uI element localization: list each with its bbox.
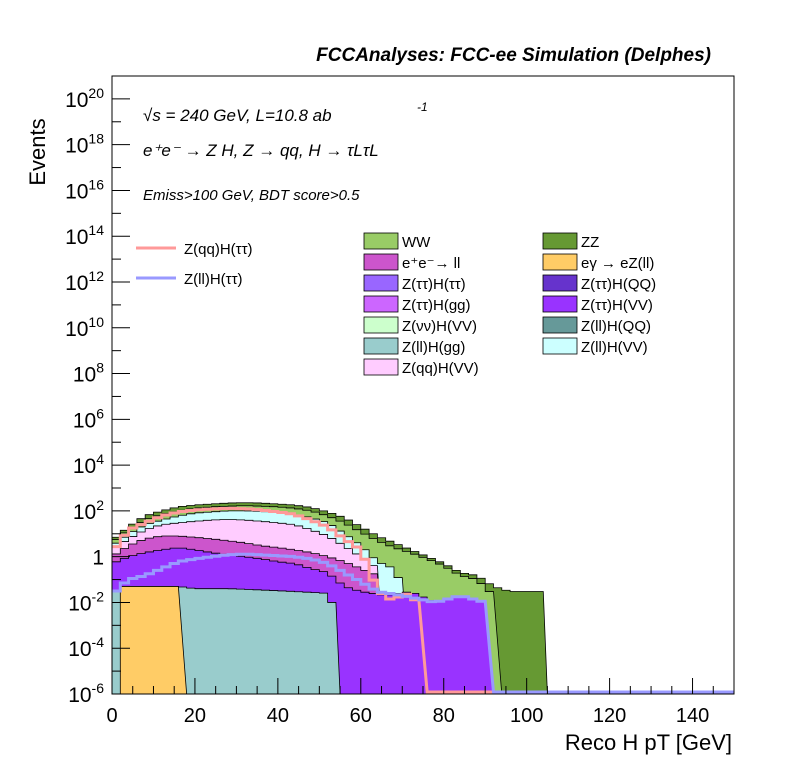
y-tick-label: 104 — [73, 451, 104, 478]
legend-label: Z(ll)H(ττ) — [184, 271, 243, 288]
legend-swatch-z-h-gg — [363, 295, 399, 313]
legend-swatch-z-h-vv — [542, 295, 578, 313]
legend-label: ZZ — [581, 234, 599, 251]
legend-label: Z(ll)H(QQ) — [581, 318, 651, 335]
legend-swatch-e-ez-ll — [542, 253, 578, 271]
annotations: √s = 240 GeV, L=10.8 ab -1 e⁺e⁻ → Z H, Z… — [143, 100, 428, 204]
legend-label: Z(ττ)H(QQ) — [581, 276, 656, 293]
legend-label: WW — [402, 234, 431, 251]
y-tick-label: 1012 — [65, 268, 104, 295]
legend-label: e⁺e⁻→ ll — [402, 255, 460, 272]
signal-line-z-qq-h — [112, 506, 734, 694]
process-label: e⁺e⁻ → Z H, Z → qq, H → τLτL — [143, 141, 379, 160]
chart-title: FCCAnalyses: FCC-ee Simulation (Delphes) — [316, 45, 711, 66]
y-tick-label: 10-4 — [68, 634, 104, 661]
y-tick-label: 10-6 — [68, 680, 104, 707]
y-axis-label: Events — [25, 118, 50, 185]
legend-label: Z(ττ)H(ττ) — [402, 276, 466, 293]
legend-swatch-z-ll-h-vv — [542, 337, 578, 355]
x-tick-label: 0 — [106, 705, 117, 727]
y-tick-label: 1020 — [65, 85, 104, 112]
sqrt-s-label: √s = 240 GeV, L=10.8 ab — [143, 106, 332, 125]
legend-swatch-z-qq-h-vv — [363, 358, 399, 376]
legend-swatch-ww — [363, 232, 399, 250]
legend-swatch-z-h-qq — [542, 274, 578, 292]
y-tick-label: 1018 — [65, 131, 104, 158]
legend-label: Z(qq)H(ττ) — [184, 241, 253, 258]
x-tick-label: 20 — [184, 705, 206, 727]
legend-label: Z(qq)H(VV) — [402, 360, 479, 377]
stack-e-ez-ll — [119, 586, 188, 695]
x-tick-label: 100 — [510, 705, 543, 727]
selection-label: Emiss>100 GeV, BDT score>0.5 — [143, 187, 360, 204]
x-tick-label: 40 — [267, 705, 289, 727]
y-tick-label: 108 — [73, 360, 104, 387]
legend-label: Z(ττ)H(VV) — [581, 297, 653, 314]
plot-area: 0 20 40 60 80 100 120 140 10-6 10-4 10-2 1 102 104 106… — [65, 75, 735, 727]
legend-swatch-z-h-vv — [363, 316, 399, 334]
signal-line-z-ll-h — [112, 552, 734, 694]
legend-swatch-zz — [542, 232, 578, 250]
x-tick-label: 80 — [433, 705, 455, 727]
y-tick-label: 10-2 — [68, 588, 104, 615]
x-tick-label: 140 — [676, 705, 709, 727]
lumi-exponent: -1 — [417, 100, 428, 114]
x-axis-label: Reco H pT [GeV] — [565, 730, 732, 755]
legend: Z(qq)H(ττ) Z(ll)H(ττ) WW e⁺e⁻→ ll Z(ττ)H(ττ)… — [136, 232, 656, 377]
y-tick-label: 1016 — [65, 176, 104, 203]
y-tick-label: 1 — [92, 547, 104, 570]
y-tick-label: 1014 — [65, 222, 104, 249]
legend-swatch-z-ll-h-gg — [363, 337, 399, 355]
y-tick-label: 106 — [73, 405, 104, 432]
legend-label: Z(ll)H(gg) — [402, 339, 465, 356]
y-tick-label: 102 — [73, 497, 104, 524]
y-tick-label: 1010 — [65, 314, 104, 341]
legend-swatch-e-e-ll — [363, 253, 399, 271]
legend-label: Z(ττ)H(gg) — [402, 297, 471, 314]
legend-label: Z(νν)H(VV) — [402, 318, 477, 335]
legend-label: Z(ll)H(VV) — [581, 339, 648, 356]
legend-swatch-z-ll-h-qq — [542, 316, 578, 334]
x-tick-label: 120 — [593, 705, 626, 727]
legend-swatch-z-h — [363, 274, 399, 292]
x-tick-label: 60 — [350, 705, 372, 727]
legend-label: eγ → eZ(ll) — [581, 255, 654, 272]
